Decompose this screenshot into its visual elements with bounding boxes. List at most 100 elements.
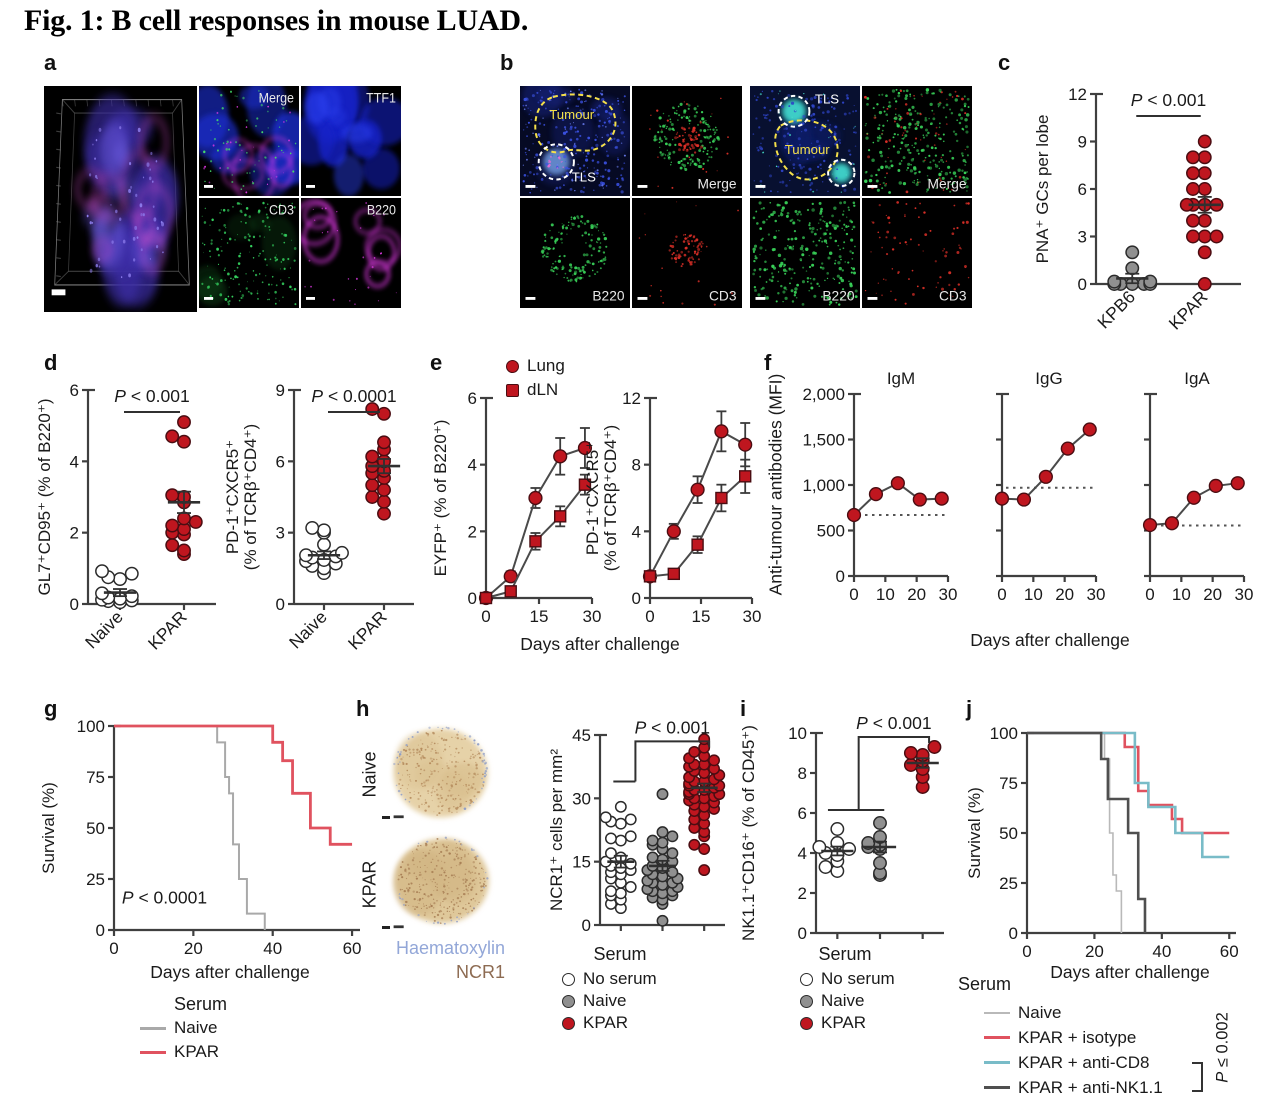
data-point [1197,134,1212,149]
svg-text:0: 0 [582,916,591,935]
eyfp-line-chart: 0 2 4 6 EYFP⁺ (% of B220⁺) 0 15 30 [431,388,601,634]
data-point [667,567,681,581]
svg-text:40: 40 [1152,942,1171,961]
data-point [599,811,612,824]
legend-item-no-serum: No serum [800,968,895,990]
data-point [1060,441,1075,456]
kpar-line-icon [140,1050,166,1054]
data-point [934,491,949,506]
svg-text:4: 4 [70,452,79,471]
svg-text:0: 0 [645,607,654,626]
data-point [666,866,679,879]
survival-plot: 0 25 50 75 100 Survival (%) 0 20 40 60 [965,724,1239,961]
svg-text:12: 12 [622,389,641,408]
legend-label: KPAR + anti-CD8 [1018,1052,1150,1072]
legend-label: No serum [821,969,895,988]
legend-label: Naive [583,991,627,1010]
svg-text:KPAR: KPAR [1165,287,1212,334]
svg-text:6: 6 [1078,180,1087,199]
igm-chart: 0 500 1,000 1,500 2,000 0 10 20 30 IgM [794,364,957,616]
data-point [1230,476,1245,491]
naive-image-label: Naive [359,751,380,798]
b220-image: B220 [301,198,401,308]
data-point [1186,490,1201,505]
data-point [873,816,887,830]
survival-chart-g: 0 25 50 75 100 Survival (%) 0 20 40 60 P < 0.0001 [39,712,370,976]
legend-label: KPAR [821,1013,867,1032]
data-point [1186,213,1200,228]
tls-outline [777,94,811,128]
e-xaxis-title: Days after challenge [520,634,680,654]
panel-g-label: g [44,696,58,721]
j-legend-title: Serum [958,974,1012,994]
panel-h-legend: No serum Naive KPAR [562,968,657,1034]
svg-text:9: 9 [276,381,285,400]
survival-curve [1027,731,1147,933]
data-point [113,572,127,586]
tumour-outline [534,93,617,154]
scale-bar [637,297,648,300]
data-point [577,440,593,456]
data-point [666,847,679,860]
pna-gcs-chart: 0 3 6 9 12 PNA⁺ GCs per lobe KPB6 KPAR P < 0.001 [1033,64,1249,344]
legend-item-kpar: KPAR [800,1012,895,1034]
svg-text:8: 8 [632,456,641,475]
data-point [305,520,320,535]
svg-text:100: 100 [77,717,105,736]
data-point [927,740,942,754]
svg-text:Survival (%): Survival (%) [39,782,58,874]
svg-text:0: 0 [70,595,79,614]
scale-bar [637,185,648,188]
data-point [317,523,331,538]
haematoxylin-label: Haematoxylin [395,938,505,958]
svg-text:10: 10 [1024,585,1043,604]
kpar-image-label: KPAR [359,860,380,909]
image-annotation: Tumour [785,142,831,157]
svg-text:IgG: IgG [1035,369,1062,388]
svg-text:1,500: 1,500 [802,431,845,450]
data-point [605,832,617,845]
survival-curve [1027,731,1230,859]
legend-label: Lung [527,356,565,375]
p-text: ≤ 0.002 [1213,1012,1232,1072]
legend-item-anti-nk11: KPAR + anti-NK1.1 [984,1075,1163,1100]
panel-b-label: b [500,50,514,75]
svg-text:3: 3 [276,524,285,543]
b220-image-1: B220 [520,198,630,308]
data-point [656,836,669,849]
data-point [624,830,637,843]
data-point [1197,150,1212,165]
scale-bar [525,185,536,188]
data-point [1082,422,1097,437]
panel-i-label: i [740,696,747,721]
survival-plot: 0 25 50 75 100 Survival (%) 0 20 40 60 P < 0.0001 [39,717,362,958]
data-point [903,758,918,772]
svg-text:10: 10 [876,585,895,604]
image-channel-label: TTF1 [366,90,396,106]
data-point [317,537,331,552]
svg-text:15: 15 [692,607,711,626]
scale-bar [525,297,536,300]
dot-plot: 0 2 4 6 GL7⁺CD95⁺ (% of B220⁺) Naive KPAR P < 0… [35,381,216,654]
data-point [1186,182,1200,196]
svg-text:P < 0.001: P < 0.001 [1131,90,1206,110]
scale-bar [393,815,404,819]
scalebar [382,926,390,929]
svg-text:10: 10 [788,724,807,743]
data-point [1197,229,1212,244]
svg-text:Naive: Naive [81,607,127,653]
legend-label: Naive [1018,1002,1062,1022]
scale-bar [755,185,766,188]
data-point [1197,245,1212,260]
data-point [177,543,191,558]
data-point [553,449,568,464]
merge-image: Merge [199,86,299,196]
panel-a-label: a [44,50,57,75]
svg-text:6: 6 [468,389,477,408]
legend-item-naive: Naive [800,990,895,1012]
dot-plot: 0 3 6 9 PD-1⁺CXCR5⁺ (% of TCRβ⁺CD4⁺) Naive KPAR… [223,381,414,654]
f-yaxis-title: Anti-tumour antibodies (MFI) [765,373,786,596]
data-point [614,817,627,830]
cd3-image-1: CD3 [632,198,742,308]
legend-label: KPAR [174,1042,220,1061]
